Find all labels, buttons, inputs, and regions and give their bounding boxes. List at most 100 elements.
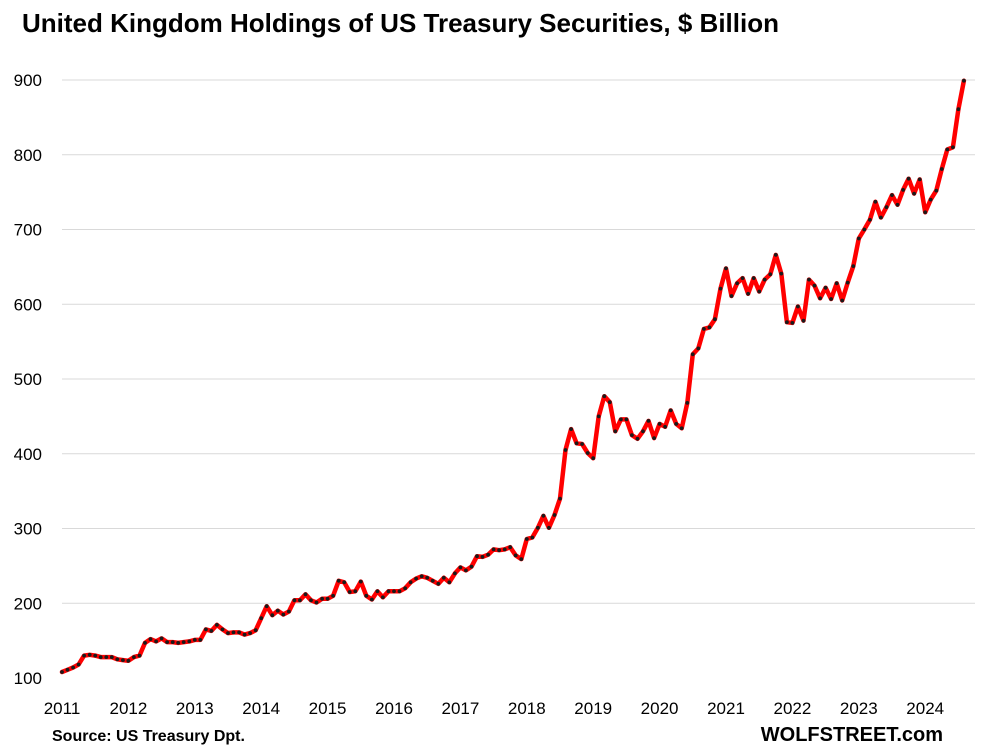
- data-point: [253, 628, 258, 633]
- data-point: [785, 320, 789, 325]
- data-point: [607, 400, 612, 405]
- data-point: [757, 289, 762, 294]
- data-point: [768, 272, 773, 277]
- data-point: [458, 565, 463, 570]
- data-point: [956, 107, 961, 112]
- data-point: [248, 631, 253, 635]
- data-point: [746, 291, 750, 296]
- data-point: [325, 596, 330, 601]
- data-point: [508, 545, 513, 550]
- data-point: [453, 571, 457, 576]
- data-point: [447, 580, 452, 585]
- data-point: [353, 589, 358, 594]
- data-point: [392, 589, 396, 594]
- data-point: [209, 629, 214, 633]
- data-point: [663, 424, 667, 429]
- data-point: [270, 613, 275, 618]
- data-point: [713, 317, 717, 322]
- data-point: [657, 422, 662, 426]
- data-point: [945, 147, 950, 152]
- data-point: [403, 586, 407, 591]
- data-point: [115, 657, 120, 662]
- data-point: [879, 215, 883, 220]
- data-point: [569, 427, 573, 431]
- x-tick-label: 2014: [242, 699, 280, 718]
- x-tick-label: 2015: [309, 699, 347, 718]
- y-tick-label: 600: [14, 295, 42, 314]
- x-tick-label: 2012: [109, 699, 147, 718]
- data-point: [818, 296, 822, 301]
- data-point: [331, 593, 335, 598]
- data-point: [143, 641, 147, 645]
- data-point: [823, 285, 828, 290]
- data-point: [890, 193, 894, 198]
- data-point: [309, 598, 313, 603]
- data-point: [502, 547, 507, 552]
- data-point: [126, 658, 131, 663]
- data-point: [287, 609, 291, 614]
- data-point: [292, 598, 297, 603]
- data-point: [176, 641, 181, 645]
- chart-title: United Kingdom Holdings of US Treasury S…: [22, 8, 779, 38]
- data-point: [536, 525, 540, 530]
- data-point: [148, 637, 153, 641]
- data-point: [724, 266, 728, 271]
- data-point: [464, 568, 468, 573]
- brand-watermark: WOLFSTREET.com: [760, 724, 943, 746]
- x-tick-label: 2011: [44, 699, 81, 718]
- y-tick-label: 900: [14, 71, 42, 90]
- data-point: [690, 352, 695, 357]
- data-point: [674, 422, 679, 426]
- data-point: [641, 429, 645, 434]
- y-tick-label: 300: [14, 520, 42, 539]
- data-point: [170, 640, 175, 644]
- data-point: [220, 627, 225, 632]
- data-point: [646, 419, 651, 423]
- data-point: [547, 525, 551, 530]
- data-point: [386, 589, 391, 594]
- data-point: [718, 286, 723, 291]
- data-point: [580, 442, 584, 446]
- data-point: [934, 188, 939, 193]
- data-point: [397, 589, 402, 594]
- data-point: [154, 639, 159, 644]
- x-tick-label: 2016: [375, 699, 413, 718]
- data-point: [829, 297, 833, 301]
- data-point: [165, 640, 170, 644]
- data-point: [347, 590, 352, 594]
- data-point: [591, 456, 596, 461]
- data-point: [685, 401, 690, 405]
- data-point: [541, 513, 546, 518]
- data-point: [630, 433, 634, 437]
- data-point: [159, 636, 164, 641]
- grid-lines: [62, 79, 975, 604]
- data-point: [951, 145, 955, 150]
- x-tick-label: 2019: [574, 699, 612, 718]
- data-point: [370, 597, 374, 602]
- data-point: [475, 554, 479, 559]
- data-point: [602, 394, 607, 399]
- data-point: [342, 580, 347, 585]
- data-point: [215, 623, 219, 627]
- data-point: [60, 670, 64, 674]
- data-point: [574, 441, 579, 446]
- y-tick-label: 700: [14, 221, 42, 240]
- x-tick-label: 2021: [707, 699, 745, 718]
- data-point: [264, 604, 269, 609]
- y-tick-label: 800: [14, 146, 42, 165]
- data-point: [71, 665, 75, 670]
- data-point: [375, 589, 380, 594]
- series-line: [59, 78, 967, 675]
- data-point: [513, 553, 518, 558]
- data-point: [773, 253, 778, 257]
- data-point: [364, 593, 369, 598]
- data-point: [320, 596, 324, 601]
- data-point: [635, 436, 640, 441]
- data-point: [901, 188, 905, 192]
- data-point: [76, 662, 81, 667]
- data-point: [906, 176, 911, 181]
- data-point: [381, 595, 385, 600]
- data-point: [740, 276, 745, 280]
- data-point: [408, 580, 413, 585]
